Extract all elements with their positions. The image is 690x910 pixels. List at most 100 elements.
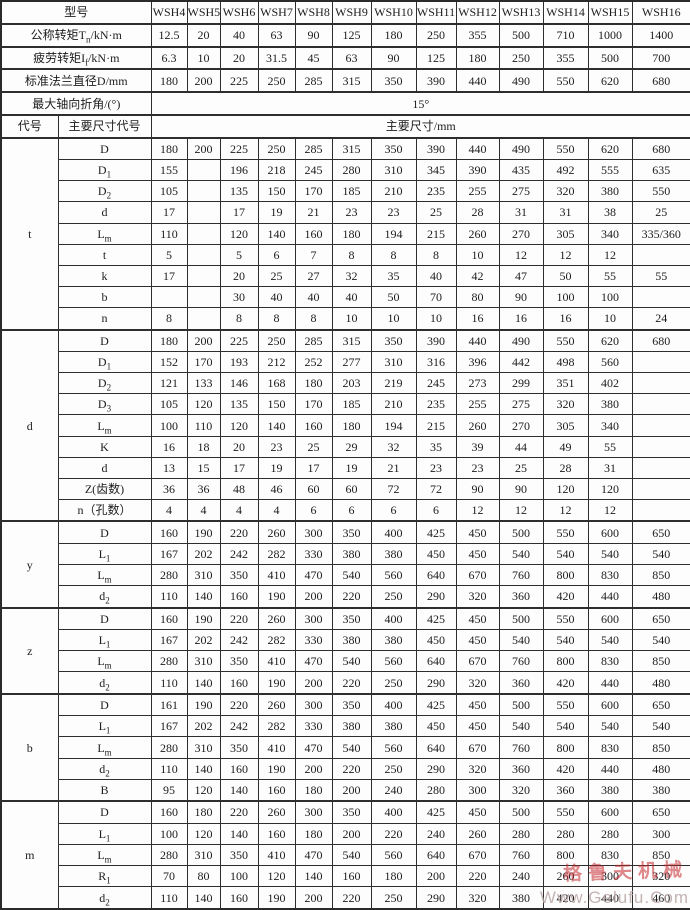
dim-value-cell: 170 [186,351,221,374]
dim-value-cell: 160 [219,671,259,695]
dim-value-cell: 540 [542,542,589,566]
dim-value-cell: 640 [415,736,457,759]
dim-value-cell: 190 [257,585,296,609]
dim-value-cell [631,243,690,266]
dim-value-cell [631,414,690,437]
dim-value-cell: 800 [542,736,589,759]
dim-value-cell: 600 [587,800,633,824]
dim-value-cell: 320 [542,180,589,203]
dim-value-cell: 600 [587,606,633,631]
dim-value-cell: 360 [498,585,544,609]
dim-value-cell: 290 [415,671,457,695]
dim-value-cell: 210 [370,180,417,203]
dim-value-cell: 44 [498,435,544,458]
dim-value-cell: 760 [498,650,544,673]
dim-value-cell: 310 [186,564,221,587]
dim-value-cell: 255 [455,180,500,203]
dim-value-cell: 133 [186,372,221,395]
dim-value-cell: 360 [498,671,544,695]
dim-value-cell: 6 [415,499,457,522]
dim-value-cell: 32 [370,435,417,458]
dim-row-label: Lm [57,843,152,866]
dim-value-cell: 340 [587,222,633,245]
spec-value-cell: 350 [370,68,417,94]
dim-value-cell: 396 [455,351,500,374]
dim-value-cell: 10 [370,307,417,331]
dim-value-cell [186,285,221,309]
dim-value-cell: 18 [186,435,221,458]
dim-value-cell: 140 [186,757,221,780]
dim-value-cell: 100 [150,414,188,437]
dim-value-cell: 40 [331,285,372,309]
dim-value-cell: 540 [498,629,544,652]
dim-value-cell: 316 [415,351,457,374]
dim-value-cell: 200 [186,136,221,161]
dim-value-cell: 202 [186,542,221,566]
dim-value-cell: 135 [219,393,259,416]
dim-value-cell: 150 [257,393,296,416]
dim-value-cell: 190 [186,520,221,544]
dim-value-cell: 250 [370,757,417,780]
dim-value-cell: 280 [331,159,372,182]
spec-value-cell: 10 [186,46,221,71]
dim-value-cell: 17 [150,201,188,224]
dim-value-cell: 470 [294,564,333,587]
dim-value-cell: 320 [498,778,544,802]
dim-value-cell: 425 [415,692,457,717]
spec-row-label: 标准法兰直径D/mm [0,68,152,94]
section-code-b: b [0,692,59,802]
dim-value-cell: 380 [370,715,417,738]
dim-value-cell: 240 [370,778,417,802]
dim-value-cell: 190 [257,757,296,780]
dim-value-cell: 167 [150,542,188,566]
dim-value-cell: 285 [294,328,333,353]
dim-value-cell: 320 [542,393,589,416]
dim-value-cell: 300 [455,778,500,802]
dim-value-cell: 250 [257,136,296,161]
angle-row-label: 最大轴向折角/(°) [0,91,152,116]
dim-value-cell: 35 [415,435,457,458]
dim-value-cell: 600 [587,520,633,544]
dim-value-cell: 50 [542,264,589,287]
dim-value-cell: 200 [294,671,333,695]
dim-value-cell: 280 [498,822,544,845]
dim-value-cell: 680 [631,136,690,161]
dim-value-cell: 670 [455,843,500,866]
dim-row-label: L1 [57,629,152,652]
dim-value-cell: 31 [542,201,589,224]
dim-value-cell: 200 [294,886,333,910]
dim-value-cell: 47 [498,264,544,287]
dim-value-cell: 200 [294,757,333,780]
dim-value-cell: 25 [257,264,296,287]
dim-value-cell: 20 [219,264,259,287]
dim-value-cell: 215 [415,222,457,245]
dim-value-cell: 13 [150,456,188,479]
dim-value-cell: 4 [186,499,221,522]
model-header-cell: WSH7 [257,0,296,25]
dim-value-cell: 235 [415,180,457,203]
dim-value-cell: 8 [415,243,457,266]
model-header-cell: WSH6 [219,0,259,25]
dim-value-cell: 450 [415,629,457,652]
dim-value-cell: 670 [455,564,500,587]
dim-value-cell: 140 [257,222,296,245]
dim-value-cell: 160 [257,822,296,845]
dim-value-cell: 320 [455,671,500,695]
spec-value-cell: 680 [631,68,690,94]
dim-value-cell: 330 [294,715,333,738]
dim-value-cell: 140 [294,864,333,888]
dim-row-label: Lm [57,736,152,759]
dim-value-cell: 12 [455,499,500,522]
dim-value-cell: 450 [455,800,500,824]
dim-value-cell: 100 [587,285,633,309]
dim-value-cell: 190 [257,886,296,910]
dim-value-cell: 300 [587,864,633,888]
spec-value-cell: 125 [331,23,372,48]
dim-row-label: Lm [57,650,152,673]
spec-value-cell: 315 [331,68,372,94]
dim-value-cell: 160 [150,520,188,544]
dim-value-cell: 540 [542,629,589,652]
dim-value-cell: 200 [331,822,372,845]
dim-value-cell: 450 [455,520,500,544]
dim-value-cell: 39 [455,435,500,458]
